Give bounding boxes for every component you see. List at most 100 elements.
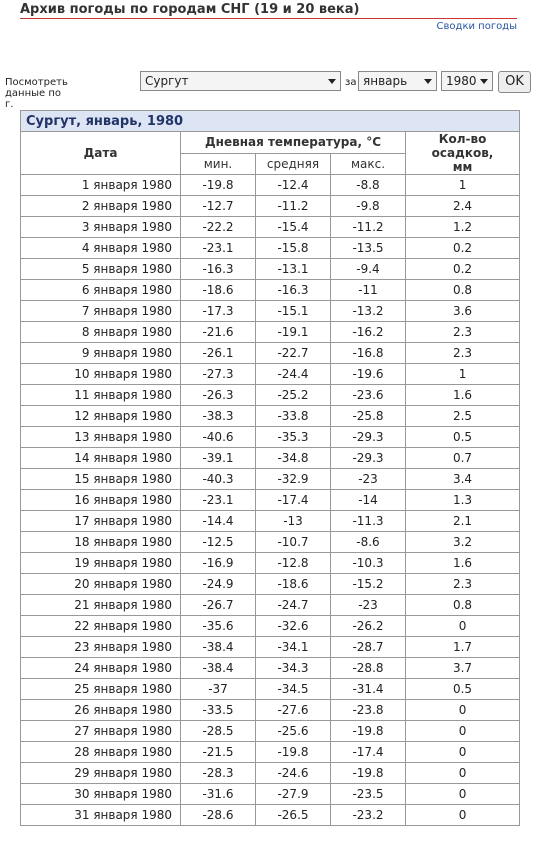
avg-temp: -15.8 xyxy=(255,237,331,259)
table-row: 29 января 1980 -28.3 -24.6 -19.8 0 xyxy=(20,762,521,784)
head-precip: Кол-во осадков, мм xyxy=(404,131,521,175)
precip: 3.2 xyxy=(404,531,521,553)
min-temp: -38.4 xyxy=(180,636,256,658)
min-temp: -39.1 xyxy=(180,447,256,469)
max-temp: -9.4 xyxy=(330,258,406,280)
head-date: Дата xyxy=(20,131,181,175)
avg-temp: -11.2 xyxy=(255,195,331,217)
date: 3 января 1980 xyxy=(20,216,181,238)
avg-temp: -26.5 xyxy=(255,804,331,826)
min-temp: -17.3 xyxy=(180,300,256,322)
precip: 2.3 xyxy=(404,573,521,595)
date: 19 января 1980 xyxy=(20,552,181,574)
avg-temp: -19.8 xyxy=(255,741,331,763)
precip: 1.3 xyxy=(404,489,521,511)
precip: 2.4 xyxy=(404,195,521,217)
max-temp: -8.8 xyxy=(330,174,406,196)
min-temp: -18.6 xyxy=(180,279,256,301)
precip: 1.7 xyxy=(404,636,521,658)
avg-temp: -25.6 xyxy=(255,720,331,742)
avg-temp: -12.4 xyxy=(255,174,331,196)
avg-temp: -24.7 xyxy=(255,594,331,616)
head-avg: средняя xyxy=(255,152,331,175)
precip: 0 xyxy=(404,741,521,763)
max-temp: -15.2 xyxy=(330,573,406,595)
max-temp: -16.2 xyxy=(330,321,406,343)
min-temp: -23.1 xyxy=(180,237,256,259)
city-select[interactable]: Сургут xyxy=(140,71,341,91)
max-temp: -25.8 xyxy=(330,405,406,427)
avg-temp: -13.1 xyxy=(255,258,331,280)
min-temp: -40.3 xyxy=(180,468,256,490)
precip: 0 xyxy=(404,783,521,805)
min-temp: -38.4 xyxy=(180,657,256,679)
max-temp: -23.6 xyxy=(330,384,406,406)
min-temp: -26.1 xyxy=(180,342,256,364)
title-rule xyxy=(20,18,517,19)
avg-temp: -12.8 xyxy=(255,552,331,574)
table-body: 1 января 1980 -19.8 -12.4 -8.8 1 2 января 198… xyxy=(20,174,521,826)
avg-temp: -18.6 xyxy=(255,573,331,595)
max-temp: -31.4 xyxy=(330,678,406,700)
date: 2 января 1980 xyxy=(20,195,181,217)
precip: 0.2 xyxy=(404,258,521,280)
avg-temp: -22.7 xyxy=(255,342,331,364)
min-temp: -28.6 xyxy=(180,804,256,826)
table-row: 10 января 1980 -27.3 -24.4 -19.6 1 xyxy=(20,363,521,385)
date: 11 января 1980 xyxy=(20,384,181,406)
max-temp: -28.7 xyxy=(330,636,406,658)
date: 10 января 1980 xyxy=(20,363,181,385)
min-temp: -28.3 xyxy=(180,762,256,784)
min-temp: -21.5 xyxy=(180,741,256,763)
date: 7 января 1980 xyxy=(20,300,181,322)
date: 9 января 1980 xyxy=(20,342,181,364)
nav-link[interactable]: Сводки погоды xyxy=(436,21,517,32)
year-select[interactable]: 1980 xyxy=(441,71,493,91)
date: 30 января 1980 xyxy=(20,783,181,805)
submit-button[interactable]: OK xyxy=(498,71,531,93)
min-temp: -21.6 xyxy=(180,321,256,343)
precip: 2.1 xyxy=(404,510,521,532)
max-temp: -23 xyxy=(330,468,406,490)
max-temp: -19.8 xyxy=(330,720,406,742)
min-temp: -38.3 xyxy=(180,405,256,427)
table-row: 19 января 1980 -16.9 -12.8 -10.3 1.6 xyxy=(20,552,521,574)
precip: 3.7 xyxy=(404,657,521,679)
table-row: 20 января 1980 -24.9 -18.6 -15.2 2.3 xyxy=(20,573,521,595)
precip: 0 xyxy=(404,804,521,826)
min-temp: -37 xyxy=(180,678,256,700)
avg-temp: -35.3 xyxy=(255,426,331,448)
max-temp: -13.5 xyxy=(330,237,406,259)
avg-temp: -15.1 xyxy=(255,300,331,322)
avg-temp: -34.3 xyxy=(255,657,331,679)
date: 17 января 1980 xyxy=(20,510,181,532)
date: 6 января 1980 xyxy=(20,279,181,301)
max-temp: -14 xyxy=(330,489,406,511)
table-row: 22 января 1980 -35.6 -32.6 -26.2 0 xyxy=(20,615,521,637)
max-temp: -11.2 xyxy=(330,216,406,238)
date: 1 января 1980 xyxy=(20,174,181,196)
min-temp: -16.9 xyxy=(180,552,256,574)
form-conj: за xyxy=(345,77,357,88)
avg-temp: -32.9 xyxy=(255,468,331,490)
month-select[interactable]: январь xyxy=(358,71,437,91)
precip: 0.7 xyxy=(404,447,521,469)
precip: 2.5 xyxy=(404,405,521,427)
table-row: 30 января 1980 -31.6 -27.9 -23.5 0 xyxy=(20,783,521,805)
precip: 2.3 xyxy=(404,342,521,364)
head-temp: Дневная температура, °C xyxy=(180,131,406,154)
date: 22 января 1980 xyxy=(20,615,181,637)
precip: 1 xyxy=(404,363,521,385)
precip: 1.6 xyxy=(404,552,521,574)
date: 29 января 1980 xyxy=(20,762,181,784)
precip: 0.5 xyxy=(404,678,521,700)
min-temp: -33.5 xyxy=(180,699,256,721)
max-temp: -11.3 xyxy=(330,510,406,532)
table-row: 1 января 1980 -19.8 -12.4 -8.8 1 xyxy=(20,174,521,196)
avg-temp: -19.1 xyxy=(255,321,331,343)
date: 26 января 1980 xyxy=(20,699,181,721)
max-temp: -19.8 xyxy=(330,762,406,784)
table-row: 16 января 1980 -23.1 -17.4 -14 1.3 xyxy=(20,489,521,511)
avg-temp: -34.5 xyxy=(255,678,331,700)
table-caption: Сургут, январь, 1980 xyxy=(19,110,521,132)
